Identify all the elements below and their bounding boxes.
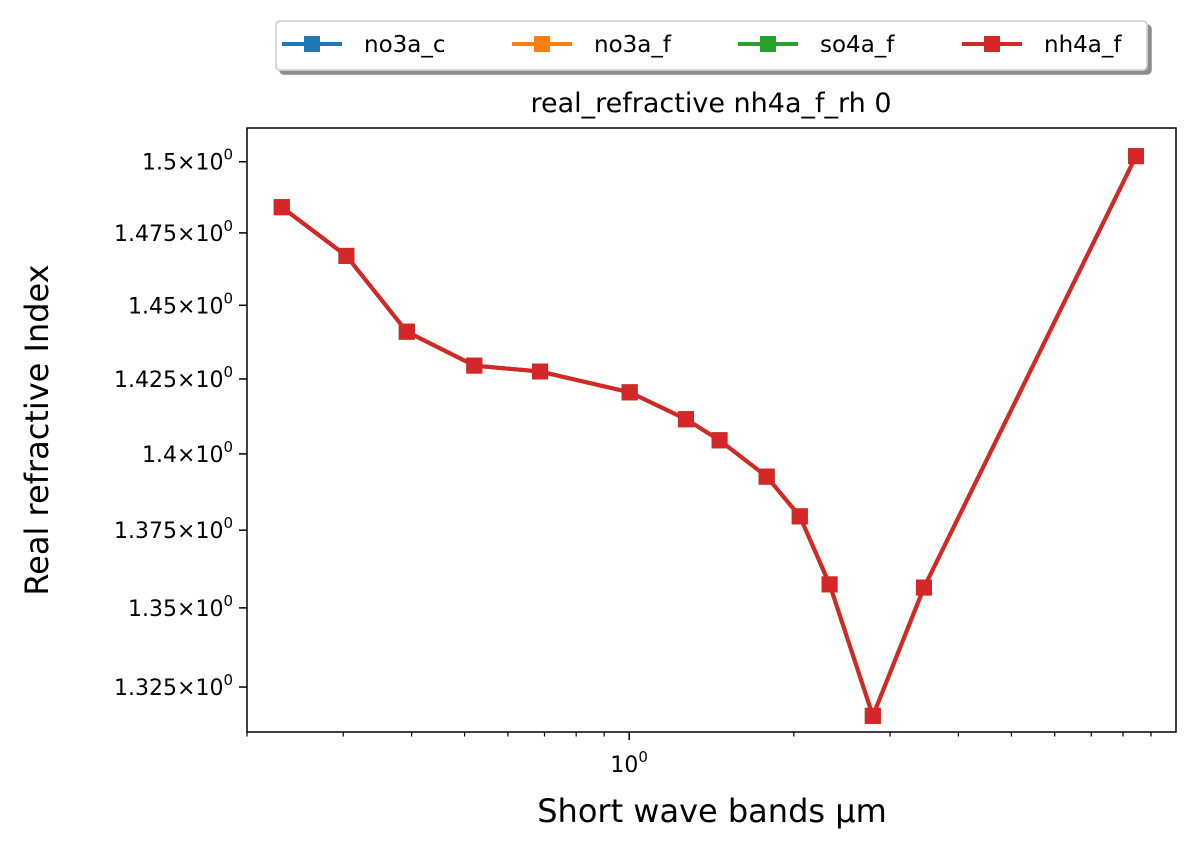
y-tick-label: 1.5×100 — [142, 146, 233, 176]
data-point — [621, 384, 638, 401]
legend-frame — [275, 20, 1148, 71]
series-line — [280, 155, 1138, 718]
data-point — [273, 199, 290, 216]
legend-swatch-marker — [984, 36, 1000, 52]
y-tick-label: 1.35×100 — [128, 592, 233, 622]
plot-area — [246, 127, 1177, 733]
chart-title: real_refractive nh4a_f_rh 0 — [531, 88, 892, 119]
legend-swatch-marker — [534, 36, 550, 52]
legend-item-nh4a_f: nh4a_f — [962, 32, 1122, 58]
series-no3a_f — [273, 148, 1145, 724]
series-no3a_c — [273, 148, 1145, 724]
legend-swatch-marker — [760, 36, 776, 52]
series-line — [280, 155, 1138, 718]
y-tick-label: 1.325×100 — [114, 671, 233, 701]
series-line — [280, 155, 1138, 718]
x-axis-ticks: 100 — [246, 732, 1152, 778]
series-so4a_f — [273, 148, 1145, 724]
series-line — [280, 155, 1138, 718]
data-point — [466, 357, 483, 374]
x-axis-title: Short wave bands μm — [537, 792, 887, 830]
y-axis-ticks: 1.325×100 1.35×100 1.375×100 1.4×100 1.425×1… — [114, 146, 247, 701]
data-point — [398, 323, 415, 340]
data-point — [791, 508, 808, 525]
series-nh4a_f — [273, 148, 1145, 724]
legend-label: no3a_c — [364, 32, 446, 58]
y-axis-title: Real refractive Index — [18, 264, 56, 595]
legend-label: no3a_f — [594, 32, 672, 58]
y-tick-label: 1.375×100 — [114, 514, 233, 544]
data-point — [677, 411, 694, 428]
series-layer — [273, 148, 1145, 724]
data-point — [821, 576, 838, 593]
x-tick-label: 100 — [610, 748, 648, 778]
legend-item-no3a_c: no3a_c — [282, 32, 446, 58]
y-tick-label: 1.45×100 — [128, 289, 233, 319]
data-point — [915, 579, 932, 596]
y-tick-label: 1.475×100 — [114, 217, 233, 247]
data-point — [338, 247, 355, 264]
legend-label: so4a_f — [820, 32, 895, 58]
data-point — [864, 707, 881, 724]
legend-items: no3a_c no3a_f so4a_f nh4a_f — [282, 32, 1122, 58]
data-point — [758, 468, 775, 485]
data-point — [1128, 148, 1145, 165]
data-point — [711, 432, 728, 449]
data-point — [532, 363, 549, 380]
legend-item-no3a_f: no3a_f — [512, 32, 672, 58]
legend-item-so4a_f: so4a_f — [738, 32, 895, 58]
legend: no3a_c no3a_f so4a_f nh4a_f — [275, 20, 1148, 71]
y-tick-label: 1.425×100 — [114, 363, 233, 393]
legend-label: nh4a_f — [1044, 32, 1122, 58]
y-tick-label: 1.4×100 — [142, 438, 233, 468]
legend-swatch-marker — [304, 36, 320, 52]
